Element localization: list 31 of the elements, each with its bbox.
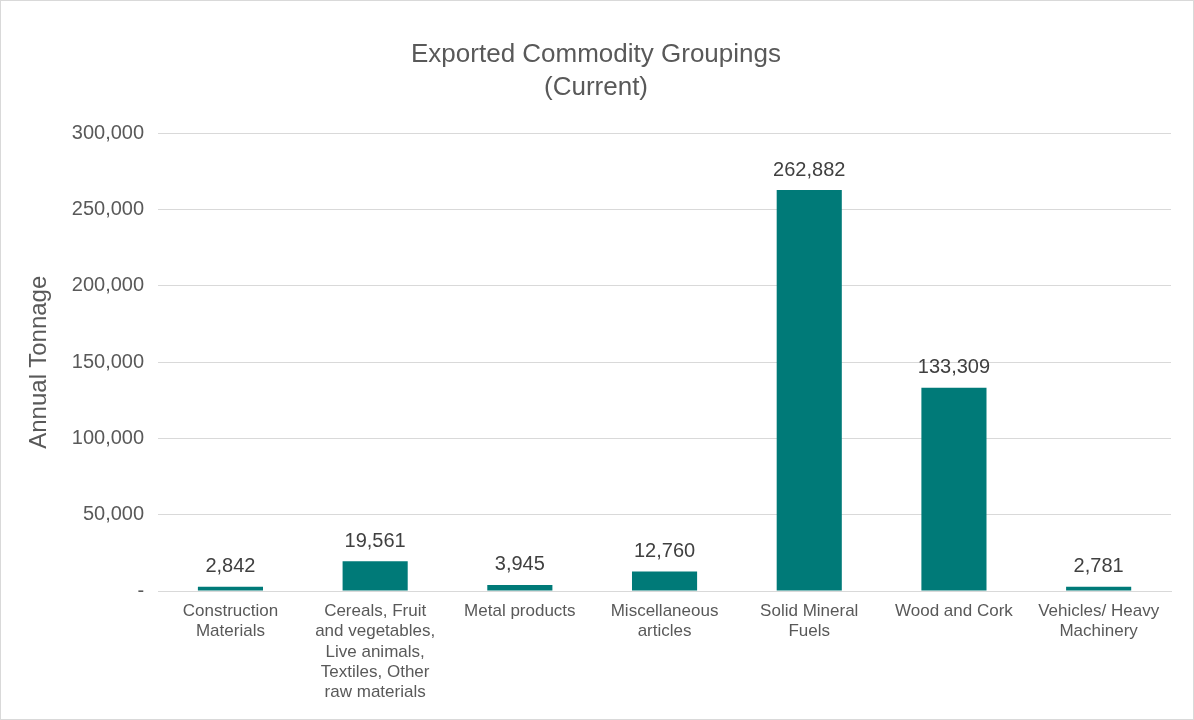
y-tick-label: - — [137, 578, 145, 601]
bar — [631, 571, 698, 591]
y-tick-label: 50,000 — [82, 502, 145, 525]
data-label: 19,561 — [344, 528, 406, 551]
y-axis-title: Annual Tonnage — [24, 275, 52, 449]
bar — [197, 586, 263, 591]
data-label: 2,781 — [1073, 554, 1124, 577]
y-tick-label: 150,000 — [71, 349, 145, 372]
y-tick-label: 100,000 — [71, 425, 145, 448]
y-tick-label: 300,000 — [71, 120, 145, 143]
data-label: 3,945 — [494, 552, 545, 575]
bar — [1066, 586, 1132, 591]
x-tick-label: Cereals, Fruit and vegetables, Live animals, Textiles, Other raw materials — [315, 600, 436, 702]
chart-title: Exported Commodity Groupings — [411, 37, 781, 68]
data-label: 2,842 — [205, 554, 256, 577]
x-tick-label: Solid Mineral Fuels — [760, 600, 859, 641]
x-tick-label: Construction Materials — [182, 600, 279, 641]
chart-subtitle: (Current) — [543, 70, 649, 101]
data-label: 12,760 — [633, 539, 696, 562]
x-tick-label: Miscellaneous articles — [610, 600, 719, 641]
bar — [487, 584, 553, 591]
data-label: 133,309 — [917, 355, 991, 378]
bar — [342, 561, 408, 591]
y-tick-label: 200,000 — [71, 273, 145, 296]
bar — [921, 387, 987, 591]
bar — [776, 190, 842, 591]
x-tick-label: Vehicles/ Heavy Machinery — [1038, 600, 1160, 641]
x-tick-label: Metal products — [464, 600, 576, 620]
x-tick-label: Wood and Cork — [895, 600, 1014, 620]
data-label: 262,882 — [773, 157, 846, 180]
y-tick-label: 250,000 — [71, 197, 145, 220]
